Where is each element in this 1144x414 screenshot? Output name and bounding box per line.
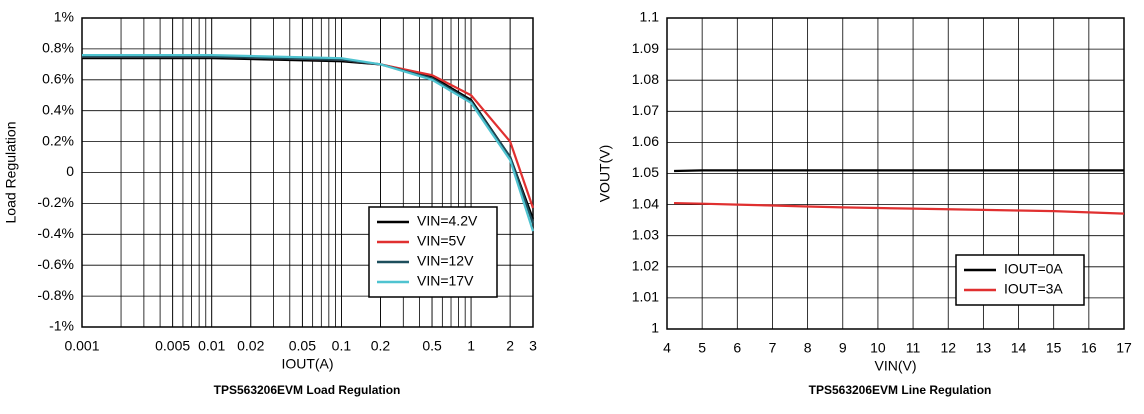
x-tick-label: 0.001 [64,338,99,354]
legend-label: VIN=5V [417,233,466,249]
legend-box [955,254,1085,306]
x-tick-label: 13 [976,340,992,356]
x-tick-label: 15 [1046,340,1062,356]
y-tick-label: 0.4% [42,101,74,117]
x-tick-label: 0.01 [198,338,225,354]
y-tick-label: 1.05 [632,164,659,180]
legend-label: IOUT=0A [1004,261,1063,277]
legend-label: IOUT=3A [1004,281,1063,297]
legend-label: VIN=17V [417,273,474,289]
x-tick-label: 7 [769,340,777,356]
y-tick-label: 0 [66,163,74,179]
x-tick-label: 4 [663,340,671,356]
y-tick-label: -0.6% [37,256,74,272]
x-tick-label: 0.005 [155,338,190,354]
x-tick-label: 1 [467,338,475,354]
y-tick-label: -0.2% [37,194,74,210]
x-tick-label: 16 [1081,340,1097,356]
x-tick-label: 9 [839,340,847,356]
chart-title: TPS563206EVM Line Regulation [809,383,992,397]
x-tick-label: 17 [1116,340,1132,356]
y-tick-label: -0.8% [37,287,74,303]
y-tick-label: 0.2% [42,132,74,148]
x-tick-label: 0.5 [422,338,442,354]
y-tick-label: 0.6% [42,71,74,87]
x-axis-label: IOUT(A) [281,356,333,372]
y-axis-label: Load Regulation [3,122,19,224]
y-tick-label: 1.07 [632,102,659,118]
y-tick-label: 1.01 [632,289,659,305]
x-tick-label: 3 [529,338,537,354]
y-tick-label: 1% [54,9,74,25]
x-tick-label: 14 [1011,340,1027,356]
y-tick-label: 1.08 [632,71,659,87]
y-tick-label: 1.04 [632,195,659,211]
x-tick-label: 6 [733,340,741,356]
x-tick-label: 8 [804,340,812,356]
x-tick-label: 0.1 [332,338,352,354]
y-tick-label: 1.03 [632,226,659,242]
y-tick-label: 1.1 [640,9,660,25]
x-tick-label: 11 [906,340,921,356]
x-tick-label: 0.2 [371,338,391,354]
series-line [674,169,1124,173]
x-tick-label: 0.05 [289,338,316,354]
y-tick-label: -0.4% [37,225,74,241]
x-tick-label: 0.02 [237,338,264,354]
y-tick-label: 1.02 [632,258,659,274]
x-tick-label: 12 [940,340,956,356]
y-tick-label: 0.8% [42,40,74,56]
plot-frame [81,17,534,328]
x-tick-label: 10 [870,340,886,356]
y-tick-label: -1% [49,318,74,334]
x-tick-label: 2 [506,338,514,354]
series-line [674,201,1125,215]
legend-label: VIN=12V [417,253,474,269]
series-line [82,53,535,232]
x-tick-label: 5 [698,340,706,356]
plot-frame [666,17,1125,330]
y-tick-label: 1.09 [632,40,659,56]
x-axis-label: VIN(V) [875,358,917,374]
y-axis-label: VOUT(V) [597,145,613,203]
chart-title: TPS563206EVM Load Regulation [214,383,401,397]
y-tick-label: 1.06 [632,133,659,149]
legend-label: VIN=4.2V [417,213,478,229]
y-tick-label: 1 [651,320,659,336]
